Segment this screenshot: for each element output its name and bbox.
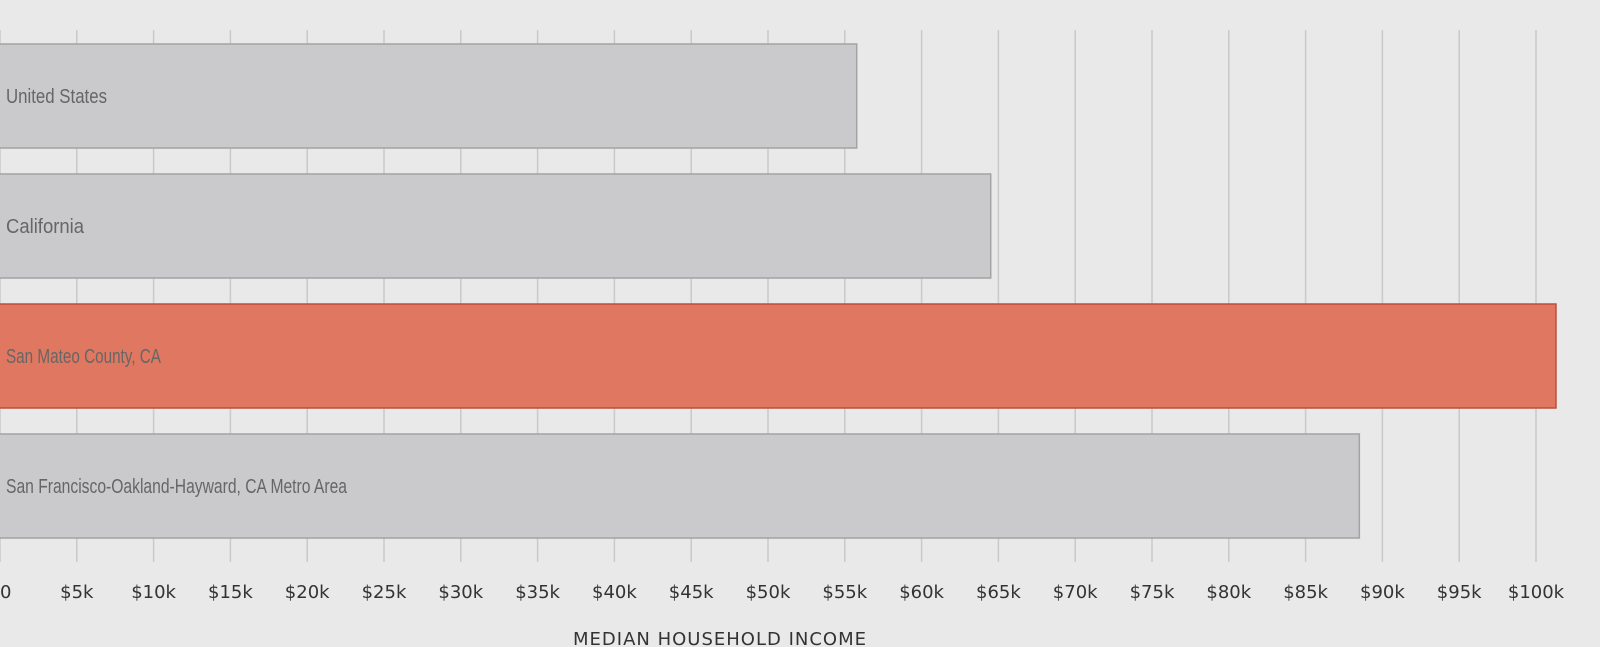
x-tick-label: $10k — [131, 582, 176, 603]
x-tick-label: $30k — [438, 582, 483, 603]
bar-label: San Francisco-Oakland-Hayward, CA Metro … — [6, 476, 348, 498]
x-tick-label: $70k — [1053, 582, 1098, 603]
x-tick-label: $35k — [515, 582, 560, 603]
bar — [0, 173, 992, 279]
x-tick-label: $50k — [746, 582, 791, 603]
bars: United States California San Mateo County,… — [0, 43, 1557, 539]
x-tick-label: $85k — [1283, 582, 1328, 603]
x-tick-label: $100k — [1508, 582, 1565, 603]
x-axis-title: MEDIAN HOUSEHOLD INCOME — [573, 629, 867, 647]
x-tick-label: $55k — [822, 582, 867, 603]
x-tick-label: $45k — [669, 582, 714, 603]
bar-label: United States — [6, 86, 107, 108]
x-tick-label: $75k — [1130, 582, 1175, 603]
x-tick-label: $0 — [0, 582, 11, 603]
x-tick-label: $40k — [592, 582, 637, 603]
bar-label: San Mateo County, CA — [6, 346, 161, 368]
x-tick-label: $90k — [1360, 582, 1405, 603]
bar — [0, 303, 1557, 409]
x-tick-label: $60k — [899, 582, 944, 603]
bar-label: California — [6, 216, 85, 238]
x-tick-label: $95k — [1437, 582, 1482, 603]
bar — [0, 43, 858, 149]
x-axis-ticks: $0 $5k $10k $15k $20k $25k $30k $35k $40k $45k $50… — [0, 582, 1565, 603]
bar — [0, 433, 1361, 539]
x-tick-label: $65k — [976, 582, 1021, 603]
x-tick-label: $5k — [60, 582, 94, 603]
x-tick-label: $20k — [285, 582, 330, 603]
x-tick-label: $15k — [208, 582, 253, 603]
x-tick-label: $80k — [1206, 582, 1251, 603]
x-tick-label: $25k — [362, 582, 407, 603]
